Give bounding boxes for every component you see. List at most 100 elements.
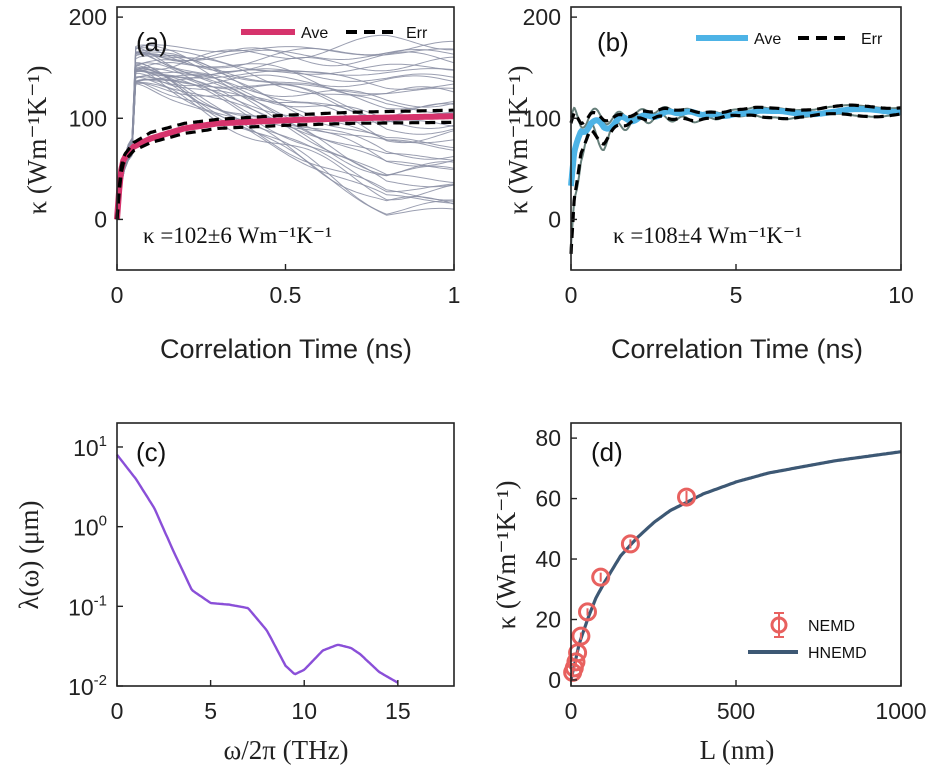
nemd-point xyxy=(566,652,586,672)
y-tick-base: 10 xyxy=(73,515,99,541)
x-tick-label: 0 xyxy=(565,698,578,724)
x-tick-label: 15 xyxy=(385,698,411,724)
individual-run-line xyxy=(116,61,455,220)
x-axis-label: Correlation Time (ns) xyxy=(160,334,412,364)
y-tick-base: 10 xyxy=(68,674,94,700)
y-tick-label: 60 xyxy=(535,486,561,512)
y-tick-label: 10-2 xyxy=(68,672,107,700)
individual-run-line xyxy=(116,52,455,220)
series-group xyxy=(568,103,902,255)
y-tick-label: 200 xyxy=(523,4,561,30)
y-tick-label: 80 xyxy=(535,425,561,451)
y-tick-label: 20 xyxy=(535,606,561,632)
kappa-annotation: κ =108±4 Wm⁻¹K⁻¹ xyxy=(613,223,802,248)
y-tick-exponent: -1 xyxy=(94,592,107,609)
y-tick-label: 100 xyxy=(73,513,107,541)
individual-run-line xyxy=(116,63,455,220)
individual-run-line xyxy=(116,40,454,220)
y-tick-label: 100 xyxy=(523,105,561,131)
individual-run-line xyxy=(116,81,455,220)
y-tick-base: 10 xyxy=(73,435,99,461)
y-axis-label: κ (Wm⁻¹K⁻¹) xyxy=(22,65,52,214)
individual-run-line xyxy=(116,51,455,220)
legend-nemd-swatch xyxy=(770,612,788,638)
legend-nemd-label: NEMD xyxy=(808,618,855,635)
x-tick-label: 1 xyxy=(448,282,461,308)
nemd-point xyxy=(571,626,591,646)
x-tick-label: 0 xyxy=(111,698,124,724)
x-tick-label: 10 xyxy=(888,282,914,308)
x-axis-label: Correlation Time (ns) xyxy=(611,334,863,364)
x-tick-label: 5 xyxy=(730,282,743,308)
series-ave-line xyxy=(568,105,901,187)
y-tick-label: 200 xyxy=(69,4,107,30)
legend-err-label: Err xyxy=(406,25,428,42)
x-tick-label: 500 xyxy=(717,698,755,724)
x-axis-label: ω/2π (THz) xyxy=(223,735,348,765)
panel-a: 0 0.5 1 0 100 200 (a) Ave Err κ =102±6 Wm⁻¹K⁻… xyxy=(22,4,460,364)
individual-run-line xyxy=(116,51,455,220)
legend-err-label: Err xyxy=(861,31,883,48)
individual-run-line xyxy=(116,47,455,220)
x-tick-label: 0 xyxy=(111,282,124,308)
series-ave-line xyxy=(114,113,455,220)
panel-label: (c) xyxy=(136,437,166,467)
x-tick-label: 5 xyxy=(204,698,217,724)
lambda-line xyxy=(116,453,399,684)
x-tick-label: 10 xyxy=(291,698,317,724)
y-tick-exponent: 1 xyxy=(99,433,107,450)
ticks: 0 0.5 1 0 100 200 xyxy=(69,4,461,308)
series-group xyxy=(116,453,399,684)
plot-frame xyxy=(116,422,455,687)
x-axis-label: L (nm) xyxy=(700,735,775,765)
y-tick-label: 101 xyxy=(73,433,107,461)
y-tick-exponent: 0 xyxy=(99,513,107,530)
individual-run-line xyxy=(116,66,455,220)
individual-run-line xyxy=(116,79,455,220)
y-tick-exponent: -2 xyxy=(94,672,107,689)
ticks: 0 500 1000 0 20 40 60 80 xyxy=(535,425,926,724)
individual-run-line xyxy=(116,53,455,220)
series-group xyxy=(114,108,455,220)
individual-run-line xyxy=(116,83,455,220)
series-err-line xyxy=(569,112,902,255)
individual-run-line xyxy=(116,49,455,220)
x-tick-label: 0.5 xyxy=(270,282,302,308)
x-tick-label: 0 xyxy=(565,282,578,308)
individual-run-line xyxy=(116,74,455,220)
panel-label: (d) xyxy=(591,437,623,467)
series-group xyxy=(563,450,902,682)
series-err-line xyxy=(569,103,902,126)
individual-run-line xyxy=(116,44,455,220)
y-tick-label: 100 xyxy=(69,105,107,131)
legend-ave-label: Ave xyxy=(301,25,328,42)
legend-hnemd-label: HNEMD xyxy=(808,645,867,662)
individual-run-line xyxy=(116,34,454,220)
individual-run-line xyxy=(116,47,455,220)
y-tick-label: 0 xyxy=(548,667,561,693)
legend-ave-label: Ave xyxy=(754,31,781,48)
panel-label: (a) xyxy=(136,27,168,57)
x-tick-label: 1000 xyxy=(875,698,926,724)
individual-run-line xyxy=(116,51,455,220)
nemd-point xyxy=(677,487,696,507)
nemd-point xyxy=(578,602,597,622)
panel-label: (b) xyxy=(597,27,629,57)
y-tick-label: 40 xyxy=(535,546,561,572)
y-axis-label: κ (Wm⁻¹K⁻¹) xyxy=(491,480,521,629)
individual-run-line xyxy=(116,64,455,220)
y-tick-label: 10-1 xyxy=(68,592,107,620)
y-tick-base: 10 xyxy=(68,594,94,620)
individual-run-line xyxy=(116,72,455,220)
nemd-point xyxy=(591,567,611,587)
y-axis-label: κ (Wm⁻¹K⁻¹) xyxy=(503,65,533,214)
y-tick-label: 0 xyxy=(548,206,561,232)
kappa-annotation: κ =102±6 Wm⁻¹K⁻¹ xyxy=(143,223,332,248)
individual-run-line xyxy=(116,63,455,220)
